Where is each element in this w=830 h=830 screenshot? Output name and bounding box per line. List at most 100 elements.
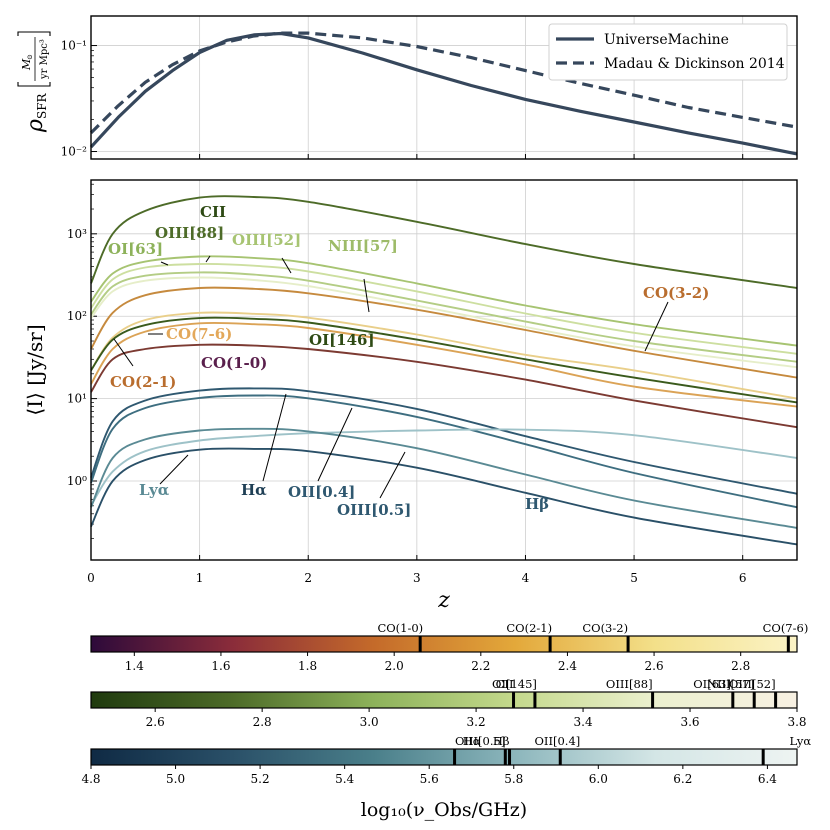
rho-symbol: ρ — [23, 119, 48, 133]
intensity-line — [90, 316, 798, 404]
series-label: OII[0.4] — [288, 483, 355, 501]
colorbar-tick-label: 2.4 — [558, 659, 577, 673]
legend: UniverseMachine Madau & Dickinson 2014 — [548, 23, 788, 81]
series-label: Hβ — [525, 495, 549, 513]
colorbar-marker-label: Hα — [463, 734, 481, 748]
colorbar-tick-label: 5.8 — [504, 772, 523, 786]
series-label: Lyα — [139, 481, 170, 499]
series-label: OIII[0.5] — [337, 501, 411, 519]
colorbar-marker — [774, 692, 778, 708]
colorbar-marker-label: OIII[88] — [606, 677, 653, 691]
y-tick-label: 10¹ — [67, 392, 87, 406]
colorbar-tick-label: 5.4 — [335, 772, 354, 786]
colorbar-tick-label: 2.8 — [731, 659, 750, 673]
intensity-line — [90, 276, 798, 369]
sfr-series-line — [89, 31, 798, 135]
colorbar-marker-label: CO(3-2) — [582, 621, 628, 635]
colorbar-tick-label: 6.0 — [589, 772, 608, 786]
colorbar-marker-label: Lyα — [789, 734, 811, 748]
label-leader — [262, 393, 287, 482]
label-leader — [317, 407, 353, 482]
y-tick-label: 10³ — [67, 227, 87, 241]
colorbar-tick-label: 3.6 — [680, 715, 699, 729]
series-label: Hα — [241, 481, 267, 499]
label-leader — [205, 255, 211, 263]
sfr-frame — [90, 15, 798, 160]
colorbar-marker-label: OIII[52] — [729, 677, 776, 691]
y-tick-label: 10⁻² — [61, 145, 88, 159]
colorbar-marker — [651, 692, 655, 708]
unit-denominator: yr Mpc³ — [39, 39, 50, 80]
colorbar-tick-label: 5.0 — [166, 772, 185, 786]
colorbar-marker — [512, 692, 516, 708]
series-label: OI[63] — [108, 240, 163, 258]
colorbar-tick-label: 1.6 — [211, 659, 230, 673]
colorbar-tick-label: 5.6 — [420, 772, 439, 786]
mass-symbol: M — [20, 58, 33, 71]
colorbar-marker-label: CO(7-6) — [763, 621, 809, 635]
colorbar-tick-label: 2.6 — [146, 715, 165, 729]
colorbar: 1.4 1.6 1.8 2.0 2.2 2.4 2.6 2.8 CO(1-0) CO(2-1) CO… — [90, 621, 809, 673]
series-label: OI[146] — [309, 331, 375, 349]
colorbar-marker — [548, 636, 552, 652]
label-leader — [379, 451, 406, 499]
colorbar-marker — [761, 749, 765, 765]
label-leader — [113, 338, 134, 367]
series-label: OIII[88] — [155, 224, 224, 242]
colorbar-tick-label: 6.4 — [758, 772, 777, 786]
colorbar-bar — [90, 748, 798, 766]
intensity-line — [90, 428, 798, 507]
legend-box — [548, 23, 788, 81]
intensity-line — [90, 255, 798, 347]
colorbar-marker — [503, 749, 507, 765]
colorbar-tick-label: 4.8 — [81, 772, 100, 786]
colorbar-marker-label: OI[63] — [693, 677, 731, 691]
sfr-panel: 10⁻² 10⁻¹ UniverseMachine Madau & Dickinson… — [17, 15, 798, 160]
x-tick-label: 5 — [630, 571, 638, 585]
colorbar-marker — [508, 749, 512, 765]
colorbar-marker-label: CO(1-0) — [377, 621, 423, 635]
colorbar-marker-label: OI[145] — [492, 677, 537, 691]
intensity-line — [90, 321, 798, 408]
colorbar-marker — [453, 749, 457, 765]
colorbar-marker — [533, 692, 537, 708]
sfr-subscript: SFR — [35, 92, 49, 119]
colorbar-tick-label: 3.0 — [360, 715, 379, 729]
intensity-line — [90, 286, 798, 379]
y-tick-label: 10⁻¹ — [61, 39, 87, 53]
sfr-series-line — [89, 31, 798, 156]
colorbar-marker — [558, 749, 562, 765]
colorbar-tick-label: 2.2 — [471, 659, 490, 673]
intensity-line — [90, 195, 798, 289]
legend-entry: Madau & Dickinson 2014 — [604, 56, 785, 72]
series-label: CO(2-1) — [110, 373, 176, 391]
colorbar-tick-label: 5.2 — [251, 772, 270, 786]
series-label: NIII[57] — [328, 237, 398, 255]
colorbar-marker — [731, 692, 735, 708]
colorbar-tick-label: 2.8 — [253, 715, 272, 729]
colorbar-axis-label: log₁₀(ν_Obs/GHz) — [361, 799, 527, 821]
x-tick-label: 0 — [87, 571, 95, 585]
label-leader — [363, 278, 370, 313]
y-tick-label: 10² — [67, 309, 87, 323]
series-label: OIII[52] — [232, 231, 301, 249]
series-label: CO(1-0) — [201, 354, 267, 372]
x-tick-label: 4 — [522, 571, 530, 585]
colorbar-bar — [90, 635, 798, 653]
colorbar-tick-label: 6.2 — [673, 772, 692, 786]
label-leader — [159, 454, 189, 485]
series-label: CO(3-2) — [643, 284, 709, 302]
intensity-line — [90, 343, 798, 429]
colorbar-marker-label: OII[0.4] — [534, 734, 580, 748]
x-tick-label: 6 — [739, 571, 747, 585]
colorbar-marker-label: NIII[57] — [707, 677, 754, 691]
colorbar-bar — [90, 691, 798, 709]
colorbar-marker-label: CO(2-1) — [506, 621, 552, 635]
colorbar-marker — [418, 636, 422, 652]
intensity-line — [90, 271, 798, 363]
label-leader — [160, 261, 169, 266]
intensity-y-label: ⟨I⟩ [Jy/sr] — [23, 324, 47, 415]
colorbar-tick-label: 2.0 — [385, 659, 404, 673]
